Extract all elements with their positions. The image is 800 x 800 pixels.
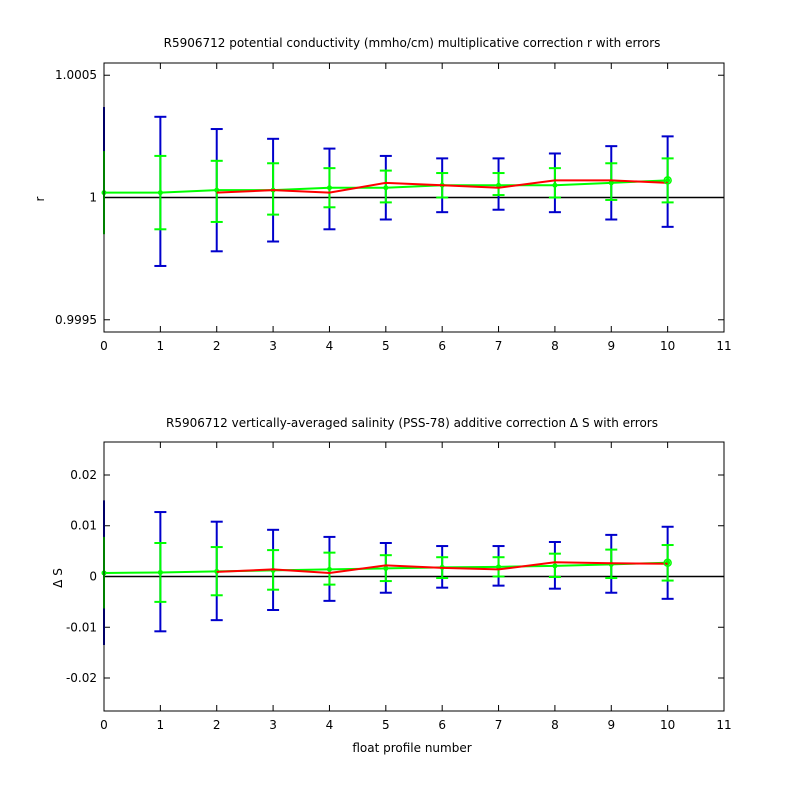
x-tick-label: 8: [551, 718, 559, 732]
x-tick-label: 1: [157, 339, 165, 353]
fit-point: [214, 187, 220, 193]
fit-point: [326, 566, 332, 572]
axes-box: [103, 62, 725, 333]
x-tick-label: 10: [660, 339, 675, 353]
chart-r: R5906712 potential conductivity (mmho/cm…: [33, 36, 732, 353]
fit-point: [383, 185, 389, 191]
x-tick-label: 7: [495, 339, 503, 353]
y-tick-label: -0.02: [66, 671, 97, 685]
chart-r-plot-area: 0 1 2 3 4 5 6 7 8 9 10 11 0.9995 1 1.0005: [55, 62, 732, 353]
fit-point: [326, 185, 332, 191]
x-tick-label: 8: [551, 339, 559, 353]
fit-point: [157, 569, 163, 575]
fit-point: [665, 177, 671, 183]
chart-delta-s-xlabel: float profile number: [352, 741, 471, 755]
chart-delta-s-ylabel: Δ S: [51, 568, 65, 588]
chart-delta-s: R5906712 vertically-averaged salinity (P…: [51, 416, 732, 755]
x-tick-label: 6: [438, 718, 446, 732]
x-tick-label: 9: [607, 718, 615, 732]
fit-point: [157, 190, 163, 196]
fit-point: [608, 180, 614, 186]
chart-delta-s-title: R5906712 vertically-averaged salinity (P…: [166, 416, 658, 430]
fit-point: [496, 182, 502, 188]
x-tick-label: 6: [438, 339, 446, 353]
profile-line: [216, 561, 668, 574]
x-tick-label: 7: [495, 718, 503, 732]
y-tick-label: 1: [89, 191, 97, 205]
chart-delta-s-plot-area: 0 1 2 3 4 5 6 7 8 9 10 11 -0.02 -0.01 0 0.01 0.02: [66, 441, 732, 732]
x-tick-label: 2: [213, 718, 221, 732]
x-tick-label: 2: [213, 339, 221, 353]
end-marker: [663, 176, 672, 185]
x-tick-label: 4: [326, 718, 334, 732]
y-tick-label: -0.01: [66, 620, 97, 634]
x-tick-label: 11: [716, 339, 731, 353]
y-tick-label: 0: [89, 570, 97, 584]
x-tick-label: 0: [100, 718, 108, 732]
x-tick-label: 5: [382, 718, 390, 732]
fit-point: [552, 563, 558, 569]
profile-line: [216, 179, 668, 194]
x-tick-label: 0: [100, 339, 108, 353]
end-marker: [663, 558, 672, 568]
fit-point: [383, 565, 389, 571]
x-tick-label: 1: [157, 718, 165, 732]
x-tick-label: 4: [326, 339, 334, 353]
axes-box: [103, 441, 725, 712]
fit-point: [496, 564, 502, 570]
x-tick-label: 9: [607, 339, 615, 353]
y-tick-label: 0.01: [70, 519, 97, 533]
y-tick-label: 0.02: [70, 468, 97, 482]
chart-r-ylabel: r: [33, 196, 47, 201]
y-tick-label: 1.0005: [55, 68, 97, 82]
x-tick-label: 3: [269, 718, 277, 732]
x-tick-label: 5: [382, 339, 390, 353]
y-tick-label: 0.9995: [55, 313, 97, 327]
chart-r-title: R5906712 potential conductivity (mmho/cm…: [164, 36, 661, 50]
x-tick-label: 10: [660, 718, 675, 732]
x-tick-label: 11: [716, 718, 731, 732]
x-tick-label: 3: [269, 339, 277, 353]
fit-point: [552, 182, 558, 188]
